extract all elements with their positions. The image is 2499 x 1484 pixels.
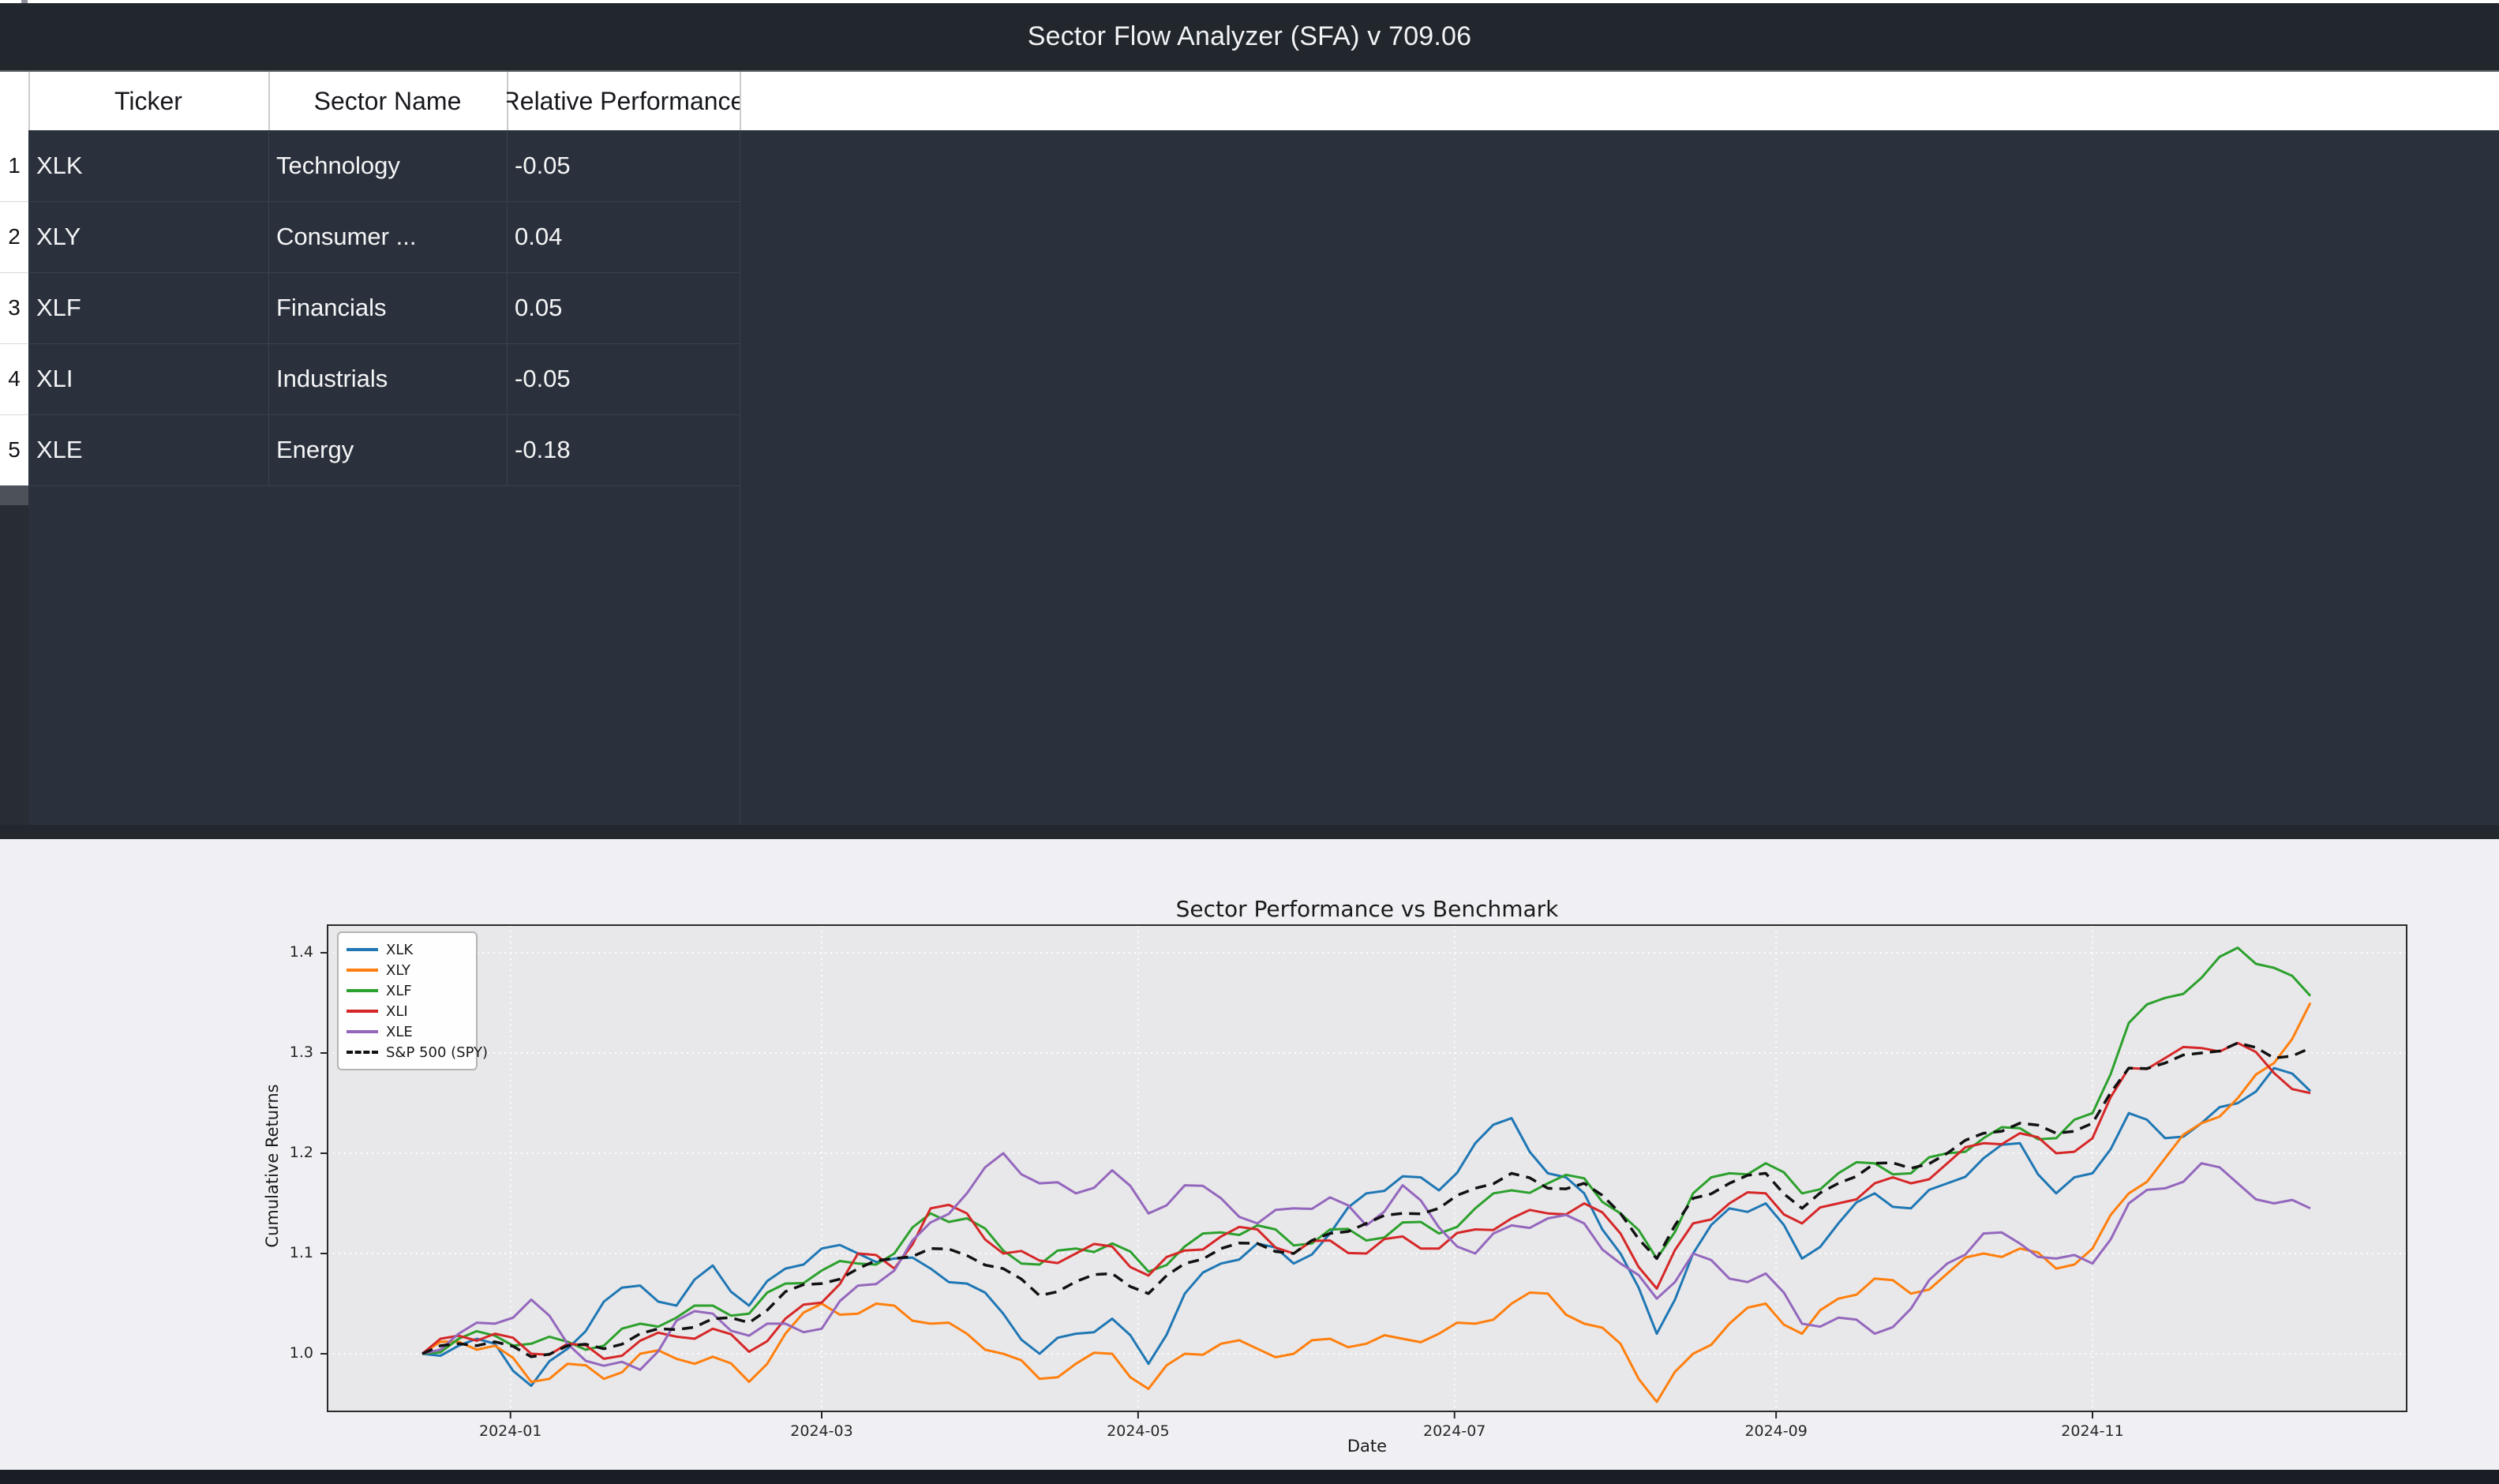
gutter-lower-strip — [0, 505, 28, 825]
legend-label: XLY — [386, 961, 410, 979]
cell-sector[interactable]: Financials — [276, 294, 387, 321]
top-edge-sliver — [0, 0, 2499, 3]
legend-line-sample — [347, 989, 378, 992]
top-edge-handle — [21, 0, 28, 3]
cell-ticker[interactable]: XLE — [36, 436, 83, 463]
x-tick-label: 2024-11 — [2061, 1422, 2124, 1440]
chart-legend: XLK XLY XLF XLI XLE S&P 500 (SPY) — [337, 931, 488, 1070]
gutter-tail-block — [0, 485, 28, 505]
cell-relative-performance[interactable]: -0.18 — [515, 436, 571, 463]
y-tick-label: 1.1 — [289, 1244, 313, 1261]
row-number[interactable]: 5 — [8, 437, 21, 462]
table-row[interactable]: XLI Industrials -0.05 — [28, 343, 740, 414]
table-grid-line — [28, 201, 740, 202]
cell-relative-performance[interactable]: -0.05 — [515, 365, 571, 392]
legend-entry: XLY — [347, 960, 468, 980]
column-header-ticker[interactable]: Ticker — [114, 86, 182, 115]
app-title: Sector Flow Analyzer (SFA) v 709.06 — [1027, 21, 1472, 51]
chart-panel: Sector Performance vs Benchmark Date Cum… — [0, 839, 2499, 1470]
chart-canvas — [320, 924, 2407, 1418]
title-bar: Sector Flow Analyzer (SFA) v 709.06 — [0, 3, 2499, 72]
table-header-row: Ticker Sector Name Relative Performance — [0, 72, 2499, 130]
legend-line-sample — [347, 948, 378, 951]
column-header-sector-name[interactable]: Sector Name — [313, 86, 462, 115]
table-grid-line — [268, 130, 269, 485]
legend-entry: XLK — [347, 939, 468, 960]
table-row[interactable]: XLE Energy -0.18 — [28, 414, 740, 485]
x-tick-label: 2024-03 — [790, 1422, 853, 1440]
gutter-separator — [0, 272, 28, 273]
cell-ticker[interactable]: XLF — [36, 294, 81, 321]
legend-entry: XLI — [347, 1001, 468, 1021]
row-number[interactable]: 2 — [8, 224, 21, 249]
row-number[interactable]: 4 — [8, 366, 21, 391]
table-grid-line — [28, 485, 740, 486]
legend-line-sample — [347, 1010, 378, 1013]
row-number-gutter: 1 2 3 4 5 — [0, 130, 28, 485]
table-row[interactable]: XLY Consumer ... 0.04 — [28, 201, 740, 272]
cell-ticker[interactable]: XLI — [36, 365, 73, 392]
row-number[interactable]: 3 — [8, 295, 21, 320]
legend-entry: S&P 500 (SPY) — [347, 1042, 488, 1062]
gutter-separator — [0, 343, 28, 344]
legend-label: XLF — [386, 982, 412, 999]
cell-sector[interactable]: Energy — [276, 436, 354, 463]
x-tick-label: 2024-01 — [479, 1422, 542, 1440]
cell-sector[interactable]: Technology — [276, 152, 400, 179]
legend-line-sample — [347, 1051, 378, 1054]
bottom-strip — [0, 1470, 2499, 1484]
gutter-separator — [0, 414, 28, 415]
legend-line-sample — [347, 969, 378, 972]
legend-entry: XLE — [347, 1021, 468, 1042]
y-tick-label: 1.0 — [289, 1344, 313, 1362]
y-tick-label: 1.4 — [289, 943, 313, 961]
cell-ticker[interactable]: XLK — [36, 152, 83, 179]
x-tick-label: 2024-07 — [1423, 1422, 1486, 1440]
table-grid-line — [28, 414, 740, 415]
gutter-separator — [0, 201, 28, 202]
legend-label: XLK — [386, 941, 414, 958]
table-row[interactable]: XLF Financials 0.05 — [28, 272, 740, 343]
sector-table: 1 2 3 4 5 XLK Technology -0.05 XLY Consu… — [0, 130, 2499, 825]
x-tick-label: 2024-05 — [1107, 1422, 1170, 1440]
y-tick-label: 1.2 — [289, 1144, 313, 1161]
row-number[interactable]: 1 — [8, 153, 21, 178]
header-separator — [507, 72, 508, 130]
table-grid-line — [28, 343, 740, 344]
legend-label: XLE — [386, 1023, 413, 1040]
cell-sector[interactable]: Industrials — [276, 365, 388, 392]
x-tick-label: 2024-09 — [1744, 1422, 1808, 1440]
cell-sector[interactable]: Consumer ... — [276, 223, 417, 250]
x-axis-label: Date — [1347, 1437, 1388, 1456]
table-grid-line — [28, 272, 740, 273]
header-separator — [268, 72, 270, 130]
cell-relative-performance[interactable]: -0.05 — [515, 152, 571, 179]
cell-relative-performance[interactable]: 0.04 — [515, 223, 563, 250]
y-tick-label: 1.3 — [289, 1044, 313, 1061]
cell-ticker[interactable]: XLY — [36, 223, 81, 250]
table-grid-line — [507, 130, 508, 485]
legend-entry: XLF — [347, 980, 468, 1001]
cell-relative-performance[interactable]: 0.05 — [515, 294, 563, 321]
chart-title: Sector Performance vs Benchmark — [1175, 896, 1559, 922]
header-separator — [28, 72, 30, 130]
legend-label: S&P 500 (SPY) — [386, 1044, 489, 1061]
legend-line-sample — [347, 1030, 378, 1033]
column-header-relative-performance[interactable]: Relative Performance — [507, 86, 740, 115]
legend-label: XLI — [386, 1002, 408, 1020]
table-row[interactable]: XLK Technology -0.05 — [28, 130, 740, 201]
header-separator — [740, 72, 741, 130]
window-gap — [0, 825, 2499, 839]
